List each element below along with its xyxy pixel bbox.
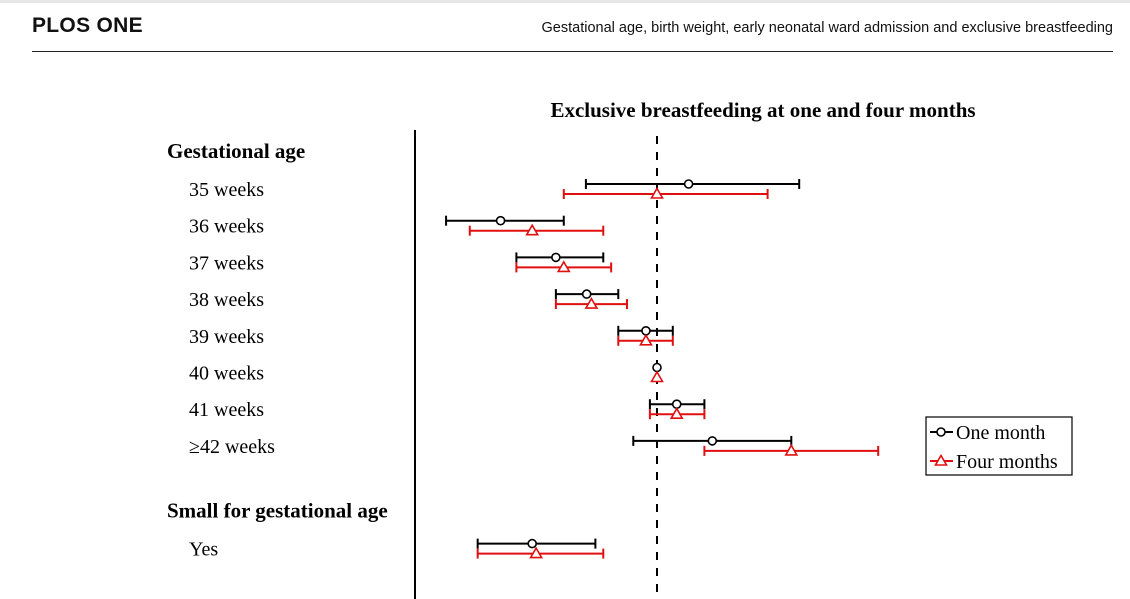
point-g0r6-four-months (669, 407, 684, 420)
row-label-0-3: 38 weeks (189, 289, 264, 311)
top-bar (0, 0, 1130, 3)
point-g0r2-one-month (551, 252, 561, 263)
point-g0r0-one-month (683, 179, 694, 189)
row-label-1-0: Yes (189, 539, 218, 561)
point-g0r7-one-month (707, 436, 718, 446)
point-g0r7-four-months (784, 443, 799, 456)
point-g0r2-four-months (556, 260, 571, 273)
point-g0r6-one-month (671, 399, 682, 410)
group-heading-1: Small for gestational age (167, 499, 388, 523)
point-g0r3-one-month (581, 289, 592, 299)
point-g0r1-one-month (495, 215, 506, 226)
row-label-0-7: ≥42 weeks (189, 436, 275, 458)
point-g1r0-four-months (529, 546, 544, 559)
point-g0r3-four-months (584, 297, 599, 309)
row-label-0-6: 41 weeks (189, 399, 264, 421)
legend-triangle-marker (934, 453, 948, 466)
row-label-0-4: 39 weeks (189, 326, 264, 348)
group-heading-0: Gestational age (167, 139, 305, 163)
row-label-0-1: 36 weeks (189, 216, 264, 238)
point-g0r1-four-months (525, 223, 540, 236)
row-labels: Gestational age 35 weeks 36 weeks 37 weeks 3… (167, 139, 388, 561)
legend-circle-marker (936, 427, 946, 437)
chart-marks (445, 179, 880, 559)
row-label-0-5: 40 weeks (189, 363, 264, 385)
point-g0r5-four-months (650, 370, 664, 383)
page-header: PLOS ONE Gestational age, birth weight, … (32, 0, 1113, 52)
legend: One month Four months (925, 416, 1073, 476)
point-g0r5-one-month (652, 362, 662, 373)
point-g1r0-one-month (527, 538, 537, 549)
row-label-0-2: 37 weeks (189, 252, 264, 274)
point-g0r4-four-months (639, 333, 653, 346)
point-g0r0-four-months (650, 186, 664, 199)
row-label-0-0: 35 weeks (189, 179, 264, 201)
legend-four-months: Four months (956, 451, 1058, 473)
journal-name: PLOS ONE (32, 14, 143, 37)
legend-one-month: One month (956, 422, 1045, 444)
legend-box (925, 416, 1073, 476)
running-title: Gestational age, birth weight, early neo… (541, 20, 1113, 36)
chart-title: Exclusive breastfeeding at one and four … (550, 98, 975, 122)
point-g0r4-one-month (641, 325, 651, 336)
